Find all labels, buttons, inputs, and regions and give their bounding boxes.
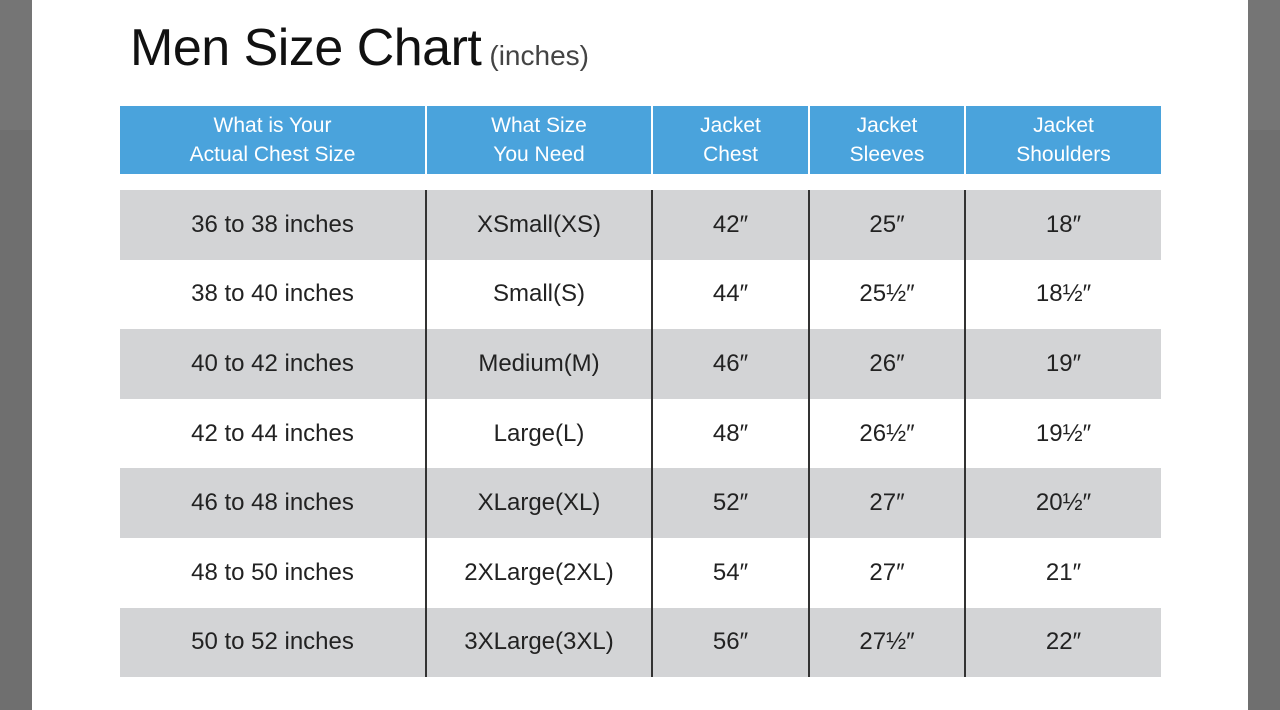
table-cell: 21″ (964, 537, 1161, 608)
table-cell: 40 to 42 inches (191, 349, 354, 377)
title-text: Men Size Chart (130, 19, 482, 77)
table-cell: 27½″ (808, 607, 964, 678)
table-cell: 25″ (808, 190, 964, 260)
table-cell: 36 to 38 inches (191, 210, 354, 238)
table-cell: 48 to 50 inches (191, 558, 354, 586)
table-cell: 52″ (651, 468, 808, 538)
table-row: 40 to 42 inches Medium(M) 46″ 26″ 19″ (120, 329, 1161, 399)
title-unit: (inches) (489, 40, 589, 71)
table-row: 42 to 44 inches Large(L) 48″ 26½″ 19½″ (120, 398, 1161, 469)
table-cell: 25½″ (808, 259, 964, 330)
size-table: What is Your Actual Chest Size What Size… (120, 106, 1161, 678)
table-row: 48 to 50 inches 2XLarge(2XL) 54″ 27″ 21″ (120, 537, 1161, 608)
table-cell: 48″ (651, 398, 808, 469)
header-cell: What Size You Need (425, 106, 651, 174)
table-body: 36 to 38 inches XSmall(XS) 42″ 25″ 18″ 38 to … (120, 190, 1161, 678)
table-header: What is Your Actual Chest Size What Size… (120, 106, 1161, 174)
table-cell: Large(L) (425, 398, 651, 469)
table-cell: 27″ (808, 468, 964, 538)
table-cell: 22″ (964, 607, 1161, 678)
table-cell: 26″ (808, 329, 964, 399)
table-row: 36 to 38 inches XSmall(XS) 42″ 25″ 18″ (120, 190, 1161, 260)
table-cell: Small(S) (425, 259, 651, 330)
table-row: 50 to 52 inches 3XLarge(3XL) 56″ 27½″ 22″ (120, 607, 1161, 678)
header-cell: What is Your Actual Chest Size (189, 114, 356, 166)
header-cell: Jacket Shoulders (964, 106, 1161, 174)
table-cell: 50 to 52 inches (191, 628, 354, 656)
chart-title: Men Size Chart (inches) (130, 18, 589, 78)
table-cell: 56″ (651, 607, 808, 678)
table-cell: 20½″ (964, 468, 1161, 538)
table-cell: 46 to 48 inches (191, 489, 354, 517)
table-cell: 2XLarge(2XL) (425, 537, 651, 608)
table-cell: 3XLarge(3XL) (425, 607, 651, 678)
table-cell: 19½″ (964, 398, 1161, 469)
table-cell: 54″ (651, 537, 808, 608)
table-cell: Medium(M) (425, 329, 651, 399)
header-cell: Jacket Chest (651, 106, 808, 174)
table-cell: XLarge(XL) (425, 468, 651, 538)
table-row: 38 to 40 inches Small(S) 44″ 25½″ 18½″ (120, 259, 1161, 330)
table-cell: 44″ (651, 259, 808, 330)
header-cell: Jacket Sleeves (808, 106, 964, 174)
table-cell: 42″ (651, 190, 808, 260)
size-chart-image: Men Size Chart (inches) What is Your Actu… (32, 0, 1248, 710)
table-cell: 27″ (808, 537, 964, 608)
table-cell: 18″ (964, 190, 1161, 260)
table-cell: 42 to 44 inches (191, 419, 354, 447)
table-row: 46 to 48 inches XLarge(XL) 52″ 27″ 20½″ (120, 468, 1161, 538)
table-cell: 18½″ (964, 259, 1161, 330)
table-cell: 46″ (651, 329, 808, 399)
table-cell: 38 to 40 inches (191, 280, 354, 308)
table-cell: XSmall(XS) (425, 190, 651, 260)
table-cell: 19″ (964, 329, 1161, 399)
table-cell: 26½″ (808, 398, 964, 469)
